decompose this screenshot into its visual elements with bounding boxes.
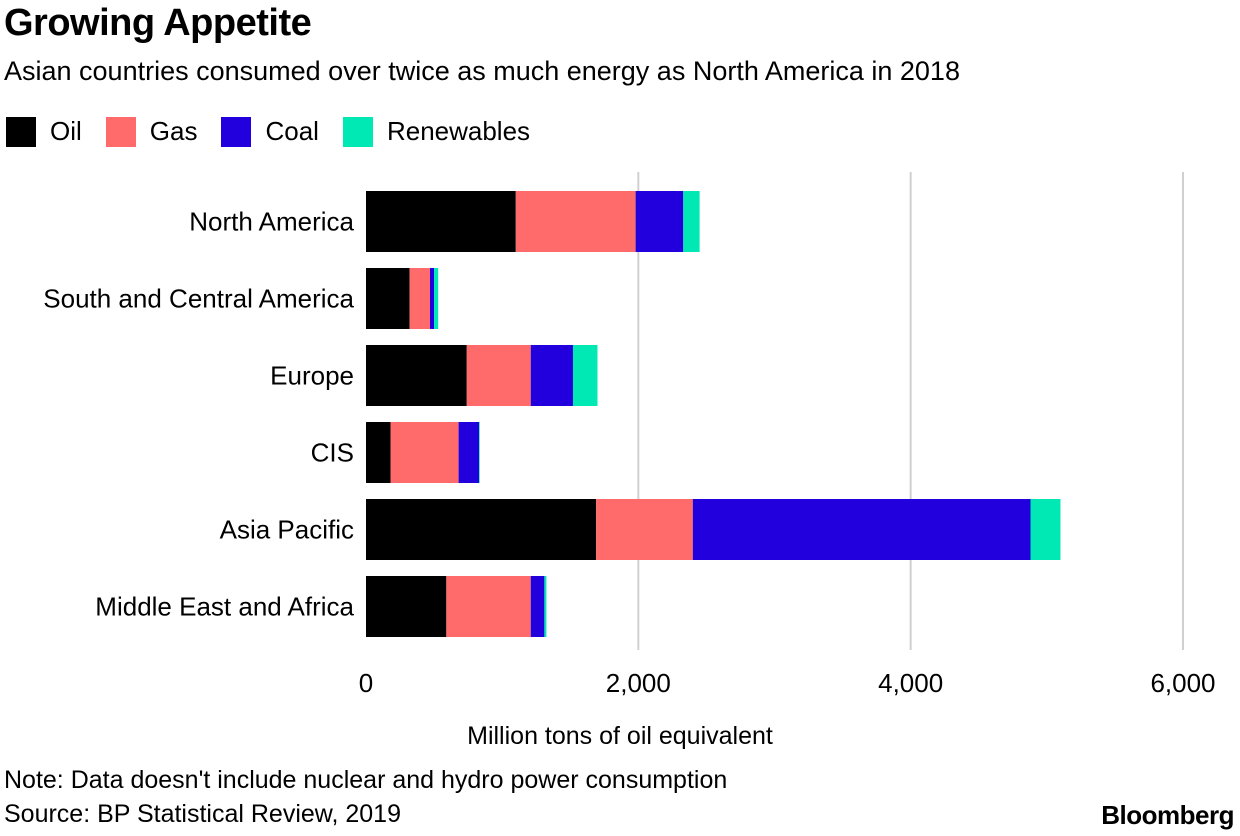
category-label-north-america: North America (189, 207, 354, 237)
legend-swatch-oil (6, 116, 36, 147)
bar-middle-east-and-africa-coal (530, 576, 545, 637)
legend-label-oil: Oil (50, 116, 82, 146)
category-label-middle-east-and-africa: Middle East and Africa (95, 592, 354, 622)
bar-south-and-central-america-oil (366, 268, 410, 329)
bar-north-america-coal (635, 191, 684, 252)
x-axis-title: Million tons of oil equivalent (467, 722, 773, 750)
bar-cis-renewables (479, 422, 480, 483)
x-tick-label-2: 4,000 (878, 668, 943, 698)
category-label-europe: Europe (270, 361, 354, 391)
bar-europe-coal (530, 345, 573, 406)
legend-item-coal: Coal (221, 116, 319, 147)
bar-europe-renewables (572, 345, 598, 406)
chart-note: Note: Data doesn't include nuclear and h… (4, 766, 728, 794)
bar-europe-oil (366, 345, 467, 406)
legend-item-renewables: Renewables (342, 116, 531, 147)
bar-asia-pacific-renewables (1030, 499, 1061, 560)
bar-cis-gas (390, 422, 459, 483)
legend-item-oil: Oil (6, 116, 82, 147)
legend-swatch-gas (105, 116, 136, 147)
legend-label-renewables: Renewables (386, 116, 531, 146)
bar-asia-pacific-coal (692, 499, 1031, 560)
bar-south-and-central-america-gas (409, 268, 430, 329)
chart-title: Growing Appetite (4, 2, 312, 44)
category-label-south-and-central-america: South and Central America (43, 284, 354, 314)
bar-south-and-central-america-renewables (434, 268, 439, 329)
legend-swatch-coal (221, 116, 252, 147)
bar-cis-coal (458, 422, 480, 483)
category-label-asia-pacific: Asia Pacific (220, 515, 354, 545)
legend-label-gas: Gas (149, 116, 198, 146)
chart-plot: North America South and Central America Eu… (43, 172, 1216, 750)
bar-north-america-renewables (683, 191, 700, 252)
bar-middle-east-and-africa-renewables (544, 576, 547, 637)
bar-north-america-gas (515, 191, 636, 252)
bar-north-america-oil (366, 191, 516, 252)
bar-middle-east-and-africa-gas (446, 576, 531, 637)
chart-subtitle: Asian countries consumed over twice as m… (4, 56, 960, 86)
legend-label-coal: Coal (265, 116, 319, 146)
bar-south-and-central-america-coal (429, 268, 435, 329)
x-tick-label-1: 2,000 (606, 668, 671, 698)
category-label-cis: CIS (311, 438, 354, 468)
x-tick-label-0: 0 (359, 668, 373, 698)
bloomberg-logo: Bloomberg (1101, 800, 1234, 830)
legend: Oil Gas Coal Renewables (6, 116, 554, 147)
legend-item-gas: Gas (105, 116, 198, 147)
bar-middle-east-and-africa-oil (366, 576, 447, 637)
bar-cis-oil (366, 422, 391, 483)
bar-asia-pacific-gas (596, 499, 693, 560)
bar-europe-gas (466, 345, 531, 406)
x-tick-label-3: 6,000 (1150, 668, 1215, 698)
legend-swatch-renewables (342, 116, 373, 147)
chart-source: Source: BP Statistical Review, 2019 (4, 800, 401, 828)
bar-asia-pacific-oil (366, 499, 597, 560)
